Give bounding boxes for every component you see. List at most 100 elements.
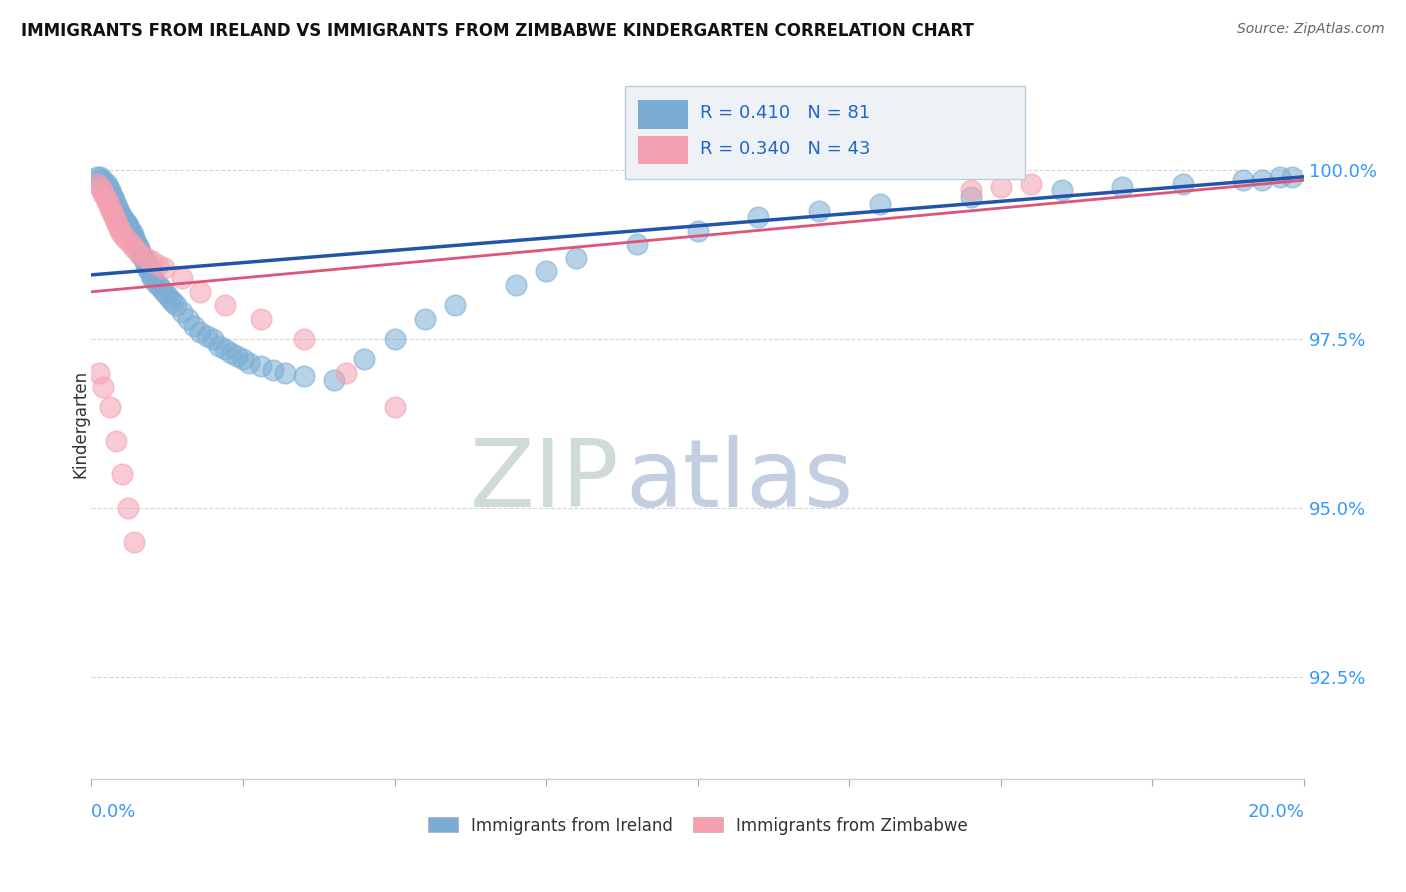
Point <box>111 227 134 242</box>
Text: ZIP: ZIP <box>470 434 619 526</box>
Point <box>125 237 148 252</box>
Point <box>177 311 200 326</box>
Point <box>86 177 108 191</box>
Point <box>101 190 124 204</box>
Point <box>565 251 588 265</box>
Point <box>153 285 176 299</box>
Point <box>105 200 128 214</box>
Point <box>91 183 114 197</box>
Point <box>959 183 981 197</box>
Text: R = 0.410   N = 81: R = 0.410 N = 81 <box>700 104 870 122</box>
Point <box>93 177 115 191</box>
Text: atlas: atlas <box>624 434 853 526</box>
Point <box>128 241 150 255</box>
Point <box>135 258 157 272</box>
Point <box>1232 173 1254 187</box>
Point <box>1019 177 1042 191</box>
Point <box>172 271 194 285</box>
Point <box>505 278 527 293</box>
Point <box>107 203 129 218</box>
Point <box>104 197 127 211</box>
Point <box>274 366 297 380</box>
Point <box>146 278 169 293</box>
Point <box>103 211 125 225</box>
Point <box>747 211 769 225</box>
Point <box>101 207 124 221</box>
Point <box>107 220 129 235</box>
Point <box>384 400 406 414</box>
Point <box>162 294 184 309</box>
Point <box>195 328 218 343</box>
Point <box>87 366 110 380</box>
Point <box>153 261 176 276</box>
Point <box>413 311 436 326</box>
Point <box>219 345 242 359</box>
Point <box>138 264 160 278</box>
Point <box>96 177 118 191</box>
Point <box>134 254 156 268</box>
Point <box>105 217 128 231</box>
Point <box>190 326 212 340</box>
Point <box>232 352 254 367</box>
Point <box>125 244 148 259</box>
Point <box>534 264 557 278</box>
Point <box>626 237 648 252</box>
Point <box>98 400 121 414</box>
Point <box>93 190 115 204</box>
Point <box>128 247 150 261</box>
Point <box>136 261 159 276</box>
Point <box>114 213 136 227</box>
Point <box>120 237 142 252</box>
Point <box>111 211 134 226</box>
FancyBboxPatch shape <box>637 135 688 164</box>
Point <box>122 230 145 244</box>
Point <box>384 332 406 346</box>
Point <box>117 234 139 248</box>
Point <box>322 373 344 387</box>
Point <box>104 213 127 227</box>
Point <box>208 339 231 353</box>
Point <box>353 352 375 367</box>
Point <box>97 180 120 194</box>
Point <box>111 467 134 482</box>
Point <box>121 227 143 242</box>
Point <box>292 369 315 384</box>
Point <box>1250 173 1272 187</box>
Point <box>104 434 127 448</box>
Point <box>172 305 194 319</box>
Point <box>122 241 145 255</box>
Legend: Immigrants from Ireland, Immigrants from Zimbabwe: Immigrants from Ireland, Immigrants from… <box>427 816 967 835</box>
FancyBboxPatch shape <box>624 87 1025 178</box>
Point <box>250 359 273 374</box>
Point <box>807 203 830 218</box>
Point <box>214 343 236 357</box>
Point <box>869 197 891 211</box>
Point <box>115 217 138 231</box>
Point <box>93 186 115 201</box>
Point <box>262 362 284 376</box>
Point <box>990 180 1012 194</box>
Point <box>129 247 152 261</box>
Text: 0.0%: 0.0% <box>91 803 136 821</box>
Point <box>89 173 111 187</box>
Point <box>1171 177 1194 191</box>
Point <box>190 285 212 299</box>
Point <box>93 173 115 187</box>
Point <box>156 288 179 302</box>
Point <box>110 224 132 238</box>
Text: Source: ZipAtlas.com: Source: ZipAtlas.com <box>1237 22 1385 37</box>
Point <box>959 190 981 204</box>
Point <box>1050 183 1073 197</box>
Point <box>110 207 132 221</box>
Point <box>103 194 125 208</box>
Point <box>120 224 142 238</box>
Point <box>86 169 108 184</box>
FancyBboxPatch shape <box>637 99 688 129</box>
Point <box>141 254 163 268</box>
Point <box>1281 169 1303 184</box>
Point <box>1268 169 1291 184</box>
Point <box>225 349 247 363</box>
Text: 20.0%: 20.0% <box>1247 803 1305 821</box>
Point <box>98 200 121 214</box>
Point <box>143 275 166 289</box>
